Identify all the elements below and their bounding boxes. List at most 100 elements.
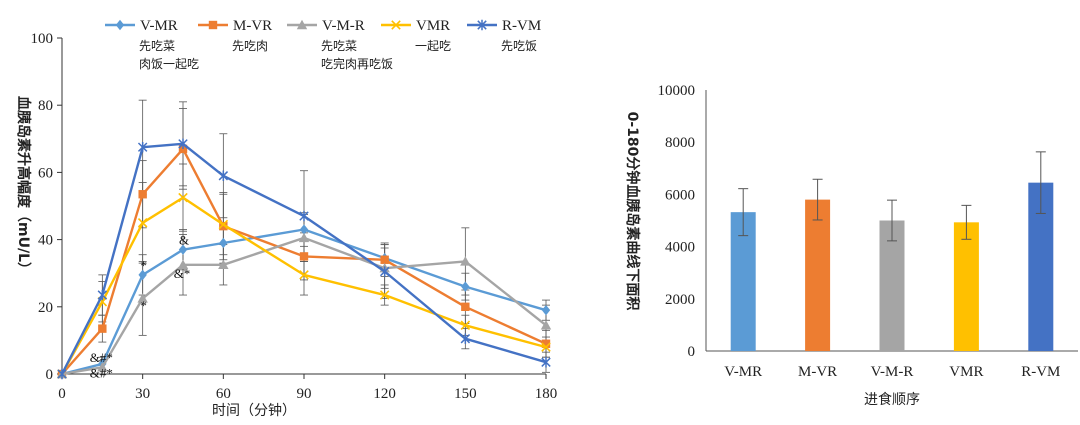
legend-label: VMR: [416, 18, 450, 34]
line-chart-x-tick-label: 90: [297, 386, 312, 402]
series-point: [460, 256, 471, 266]
bar-vmr: [953, 222, 979, 351]
series-point: [299, 270, 309, 280]
legend-item: VMR 一起吃: [381, 18, 451, 53]
line-chart-y-axis-label: 血胰岛素升高幅度（mU/L）: [15, 96, 32, 276]
legend-description: 一起吃: [415, 39, 451, 53]
series-point: [98, 324, 107, 333]
line-chart-annotations: &#*&#* * * & &*: [90, 233, 191, 381]
series-point: [541, 342, 551, 352]
series-point: [298, 232, 310, 243]
bar-chart-category-label: V-MR: [724, 364, 762, 380]
legend-item: R-VM 先吃饭: [467, 18, 541, 53]
series-point: [541, 339, 551, 348]
series-point: [219, 237, 228, 249]
series-point: [379, 290, 390, 300]
line-chart-y-ticks: 0 20 40 60 80 100: [31, 31, 62, 383]
bar-v-m-r: [879, 220, 905, 351]
series-point: [299, 210, 309, 222]
significance-annotation: &#*: [90, 350, 113, 365]
line-chart-x-tick-label: 60: [216, 386, 231, 402]
series-point: [541, 304, 551, 316]
bar-chart-x-ticks: V-MR M-VR V-M-R VMR R-VM: [724, 364, 1060, 380]
line-chart-x-tick-label: 180: [535, 386, 558, 402]
series-point: [299, 252, 309, 261]
series-point: [218, 219, 229, 230]
series-point: [541, 357, 551, 368]
line-chart-x-axis-label: 时间（分钟）: [212, 402, 296, 419]
bar-chart-y-tick-label: 2000: [665, 292, 695, 308]
series-point: [380, 255, 389, 264]
significance-annotation: &: [179, 233, 189, 248]
bar-chart-category-label: R-VM: [1021, 364, 1060, 380]
legend-label: M-VR: [233, 18, 272, 34]
legend-description: 先吃饭: [501, 39, 537, 53]
significance-annotation: &*: [174, 266, 191, 281]
bar-chart: 0 2000 4000 6000 8000 10000 V-MR M-VR V-M-R VMR R…: [624, 83, 1078, 408]
bar-chart-y-ticks: 0 2000 4000 6000 8000 10000: [658, 83, 696, 360]
legend-description: 先吃肉: [232, 39, 268, 53]
bar-chart-y-tick-label: 6000: [665, 187, 695, 203]
bar-chart-y-tick-label: 10000: [658, 83, 696, 99]
line-chart-x-ticks: 0 30 60 90 120 150 180: [58, 374, 557, 402]
series-point: [461, 281, 470, 292]
line-chart-y-tick-label: 20: [38, 300, 53, 316]
line-chart-x-tick-label: 0: [58, 386, 66, 402]
legend-item: M-VR 先吃肉: [198, 18, 272, 53]
series-point: [219, 221, 228, 231]
series-point: [138, 190, 147, 199]
bar-chart-category-label: M-VR: [798, 364, 837, 380]
line-chart-y-tick-label: 80: [38, 98, 53, 114]
bar-chart-category-label: VMR: [949, 364, 983, 380]
bar-chart-category-label: V-M-R: [871, 364, 914, 380]
series-point: [138, 269, 147, 281]
bar-m-vr: [805, 199, 831, 351]
series-point: [178, 192, 188, 203]
line-chart-x-tick-label: 30: [135, 386, 150, 402]
series-point: [379, 266, 390, 277]
bar-chart-error-bars: [738, 151, 1046, 242]
legend-label: R-VM: [502, 18, 541, 34]
series-point: [540, 320, 552, 330]
bar-chart-y-axis-label: 0-180分钟血胰岛素曲线下面积: [624, 112, 641, 311]
legend-description: 肉饭一起吃: [139, 57, 199, 71]
bar-chart-y-tick-label: 4000: [665, 240, 695, 256]
line-chart-y-tick-label: 0: [46, 367, 54, 383]
series-point: [177, 259, 189, 269]
series-point: [218, 170, 229, 181]
significance-annotation: *: [140, 298, 147, 313]
series-point: [97, 289, 108, 301]
line-chart-y-tick-label: 100: [31, 31, 54, 47]
series-point: [391, 20, 401, 30]
line-chart-x-tick-label: 150: [454, 386, 477, 402]
legend-label: V-M-R: [322, 18, 365, 34]
series-point: [208, 20, 218, 30]
series-r-vm: [57, 138, 551, 380]
bar-chart-x-axis-label: 进食顺序: [864, 391, 920, 408]
legend-description: 先吃菜: [321, 39, 357, 53]
series-point: [137, 142, 148, 153]
series-point: [178, 138, 188, 150]
series-point: [137, 293, 148, 303]
series-point: [461, 302, 470, 311]
significance-annotation: &#*: [90, 365, 113, 380]
bar-chart-y-tick-label: 0: [688, 344, 696, 360]
line-chart-x-tick-label: 120: [373, 386, 396, 402]
line-chart-y-tick-label: 40: [38, 233, 53, 249]
series-point: [477, 19, 487, 31]
legend-label: V-MR: [140, 18, 178, 34]
line-chart-series: [56, 138, 552, 380]
series-point: [57, 368, 67, 380]
series-point: [178, 244, 188, 255]
series-point: [460, 320, 471, 331]
series-point: [218, 259, 229, 269]
series-point: [299, 224, 309, 235]
legend-description: 吃完肉再吃饭: [321, 56, 393, 71]
legend-description: 先吃菜: [139, 39, 175, 53]
series-point: [137, 218, 148, 228]
bar-chart-y-tick-label: 8000: [665, 135, 695, 151]
